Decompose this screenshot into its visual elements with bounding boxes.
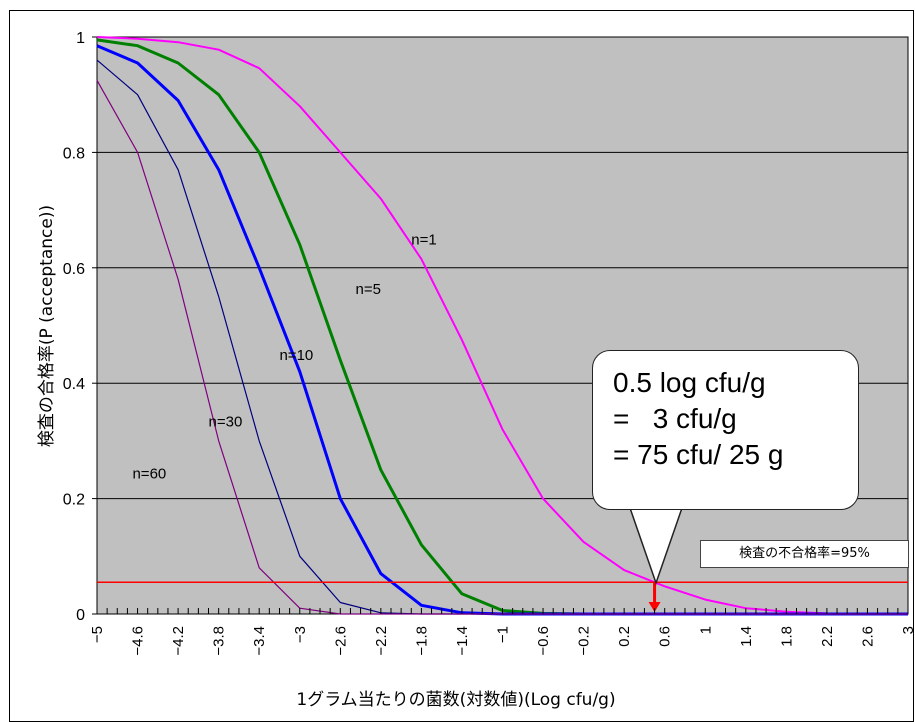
x-tick-label: −3.4 [251,626,268,656]
series-label-n30: n=30 [209,413,243,430]
series-label-n60: n=60 [132,465,166,482]
series-label-n10: n=10 [279,347,313,364]
y-tick-label: 0.2 [63,492,85,509]
x-tick-label: −2.2 [373,626,390,656]
x-tick-label: 2.2 [819,626,836,647]
y-tick-label: 0.4 [63,376,85,393]
callout-box: 0.5 log cfu/g = 3 cfu/g = 75 cfu/ 25 g [592,350,859,510]
plot-area [96,36,909,615]
x-tick-label: −1.8 [413,626,430,656]
axes: 0 0.2 0.4 0.6 0.8 1 −5 −4.6 −4.2 −3.8 −3.4 −3 −2.6 −2… [63,30,915,656]
annotation-arrow-head [648,602,661,612]
y-axis-title: 検査の合格率(P (acceptance)) [37,205,57,447]
callout-line-3: = 75 cfu/ 25 g [613,439,784,470]
x-tick-label: −3 [292,626,309,643]
y-tick-label: 0 [76,607,85,624]
y-tick-label: 0.6 [63,261,85,278]
x-tick-label: 0.2 [616,626,633,647]
x-tick-label: −1.4 [454,626,471,656]
x-tick-label: 1.4 [738,626,755,647]
x-axis-title: 1グラム当たりの菌数(対数値)(Log cfu/g) [296,690,615,710]
x-tick-label: −0.6 [535,626,552,656]
x-tick-label: −5 [89,626,106,643]
x-tick-label: −4.6 [130,626,147,656]
x-tick-label: −0.2 [576,626,593,656]
reference-layer [97,581,908,612]
y-tick-label: 1 [76,30,85,47]
grid-lines [97,36,908,500]
series-label-n5: n=5 [356,281,381,298]
y-tick-label: 0.8 [63,145,85,162]
x-tick-label: −4.2 [170,626,187,656]
series-labels: n=1 n=5 n=10 n=30 n=60 [132,232,436,483]
x-tick-label: 1.8 [778,626,795,647]
x-tick-label: 1 [697,626,714,634]
x-tick-label: 0.6 [657,626,674,647]
x-tick-label: 2.6 [859,626,876,647]
x-tick-label: −1 [495,626,512,643]
x-tick-label: −2.6 [332,626,349,656]
callout-line-2: = 3 cfu/g [613,403,737,434]
x-tick-label: −3.8 [211,626,228,656]
series-line-n60 [96,80,908,615]
callout-line-1: 0.5 log cfu/g [613,367,766,398]
rejection-rate-label: 検査の不合格率=95% [700,540,909,568]
series-line-n10 [96,44,908,616]
series-label-n1: n=1 [411,232,436,249]
x-tick-label: 3 [900,626,915,634]
